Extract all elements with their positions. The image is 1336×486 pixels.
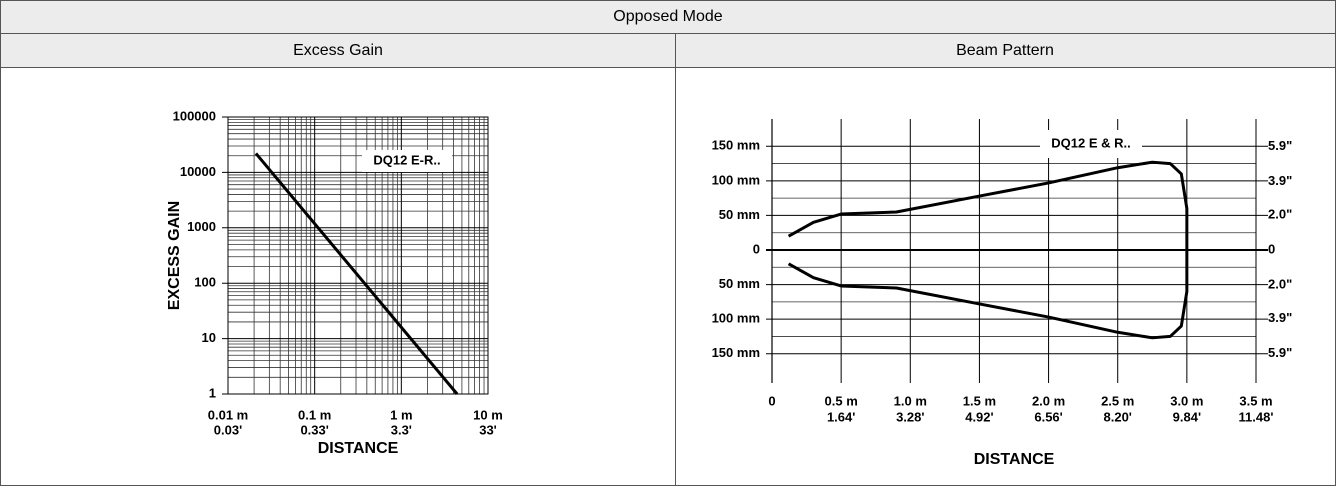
y2-tick-label: 0 (1268, 241, 1275, 256)
y-tick-label: 10 (202, 330, 216, 345)
data-line (787, 250, 1189, 340)
y2-tick-label: 5.9" (1268, 345, 1292, 360)
y2-tick-label: 3.9" (1268, 310, 1292, 325)
y-tick-label: 50 mm (719, 207, 760, 222)
y-tick-label: 50 mm (719, 276, 760, 291)
annotation: DQ12 E-R.. (373, 152, 440, 167)
x-tick-label: 3.0 m (1170, 393, 1203, 408)
y-tick-label: 100 mm (712, 311, 760, 326)
x-tick-label: 2.0 m (1032, 393, 1065, 408)
annotation-box (362, 150, 452, 172)
x-tick-label: 3.5 m (1239, 393, 1272, 408)
y-tick-label: 1 (209, 385, 216, 400)
x-tick-label-secondary: 9.84' (1173, 409, 1201, 424)
column-header: Excess Gain (293, 42, 383, 59)
y2-tick-label: 5.9" (1268, 138, 1292, 153)
y-tick-label: 1000 (187, 219, 216, 234)
x-axis-label: DISTANCE (974, 451, 1055, 468)
y-tick-label: 150 mm (712, 138, 760, 153)
x-tick-label: 0.1 m (298, 407, 331, 422)
y-tick-label: 10000 (180, 164, 216, 179)
x-tick-label: 1.0 m (894, 393, 927, 408)
plot-frame (227, 116, 489, 395)
x-tick-label-secondary: 6.56' (1034, 409, 1062, 424)
x-tick-label: 0.01 m (208, 407, 248, 422)
x-tick-label-secondary: 3.3' (391, 422, 412, 437)
y-tick-label: 100 mm (712, 172, 760, 187)
data-line (254, 152, 459, 395)
y2-tick-label: 2.0" (1268, 277, 1292, 292)
y2-tick-label: 2.0" (1268, 206, 1292, 221)
annotation-box (1040, 130, 1142, 158)
header-row (0, 33, 1336, 68)
x-tick-label-secondary: 3.28' (896, 409, 924, 424)
x-tick-label-secondary: 0.03' (214, 422, 242, 437)
y-tick-label: 150 mm (712, 345, 760, 360)
x-tick-label: 10 m (473, 407, 503, 422)
x-tick-label: 2.5 m (1101, 393, 1134, 408)
y2-tick-label: 3.9" (1268, 173, 1292, 188)
column-header: Beam Pattern (956, 42, 1054, 59)
x-tick-label: 1 m (390, 407, 412, 422)
x-axis-label: DISTANCE (318, 440, 399, 457)
x-tick-label: 0 (768, 393, 775, 408)
x-tick-label-secondary: 33' (479, 422, 497, 437)
x-tick-label: 0.5 m (825, 393, 858, 408)
y-tick-label: 100000 (173, 108, 216, 123)
x-tick-label-secondary: 8.20' (1104, 409, 1132, 424)
y-tick-label: 0 (753, 241, 760, 256)
y-tick-label: 100 (194, 275, 216, 290)
annotation: DQ12 E & R.. (1051, 135, 1130, 150)
x-tick-label-secondary: 4.92' (965, 409, 993, 424)
title-row (0, 0, 1336, 34)
x-tick-label-secondary: 0.33' (300, 422, 328, 437)
data-line (787, 160, 1189, 250)
x-tick-label-secondary: 1.64' (827, 409, 855, 424)
y-axis-label: EXCESS GAIN (166, 201, 183, 310)
x-tick-label-secondary: 11.48' (1239, 409, 1274, 424)
table-title: Opposed Mode (613, 8, 723, 25)
x-tick-label: 1.5 m (963, 393, 996, 408)
